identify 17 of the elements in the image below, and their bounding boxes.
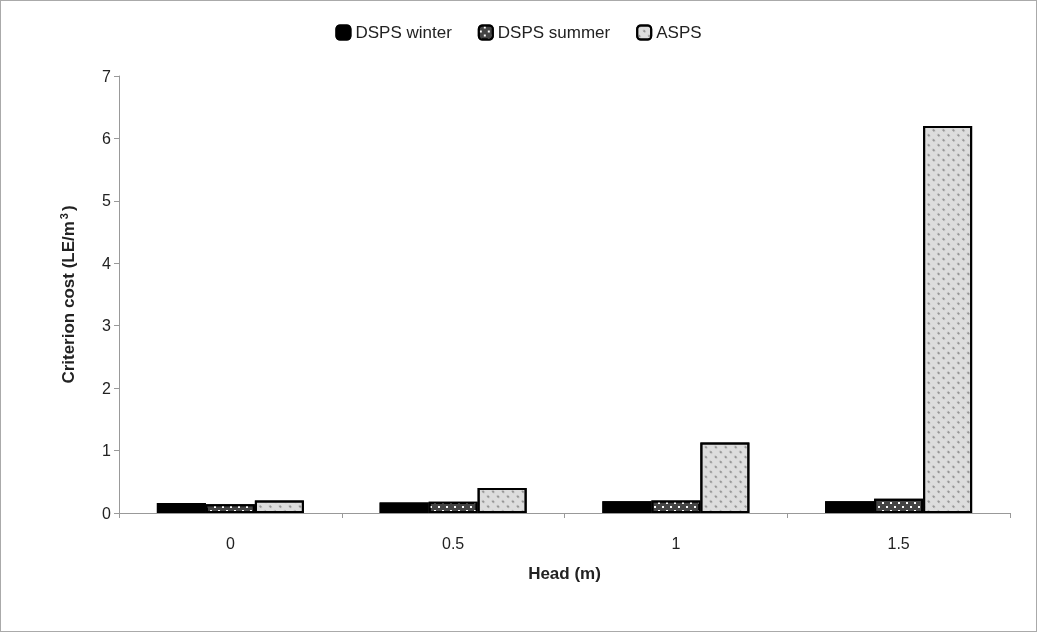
x-tick-label: 1.5 (887, 534, 910, 552)
y-tick-label: 0 (102, 504, 112, 522)
y-tick-label: 1 (102, 442, 112, 460)
y-axis-title: Criterion cost (LE/m3) (57, 205, 78, 384)
x-tick-label: 0.5 (442, 534, 465, 552)
legend-label: DSPS winter (355, 23, 453, 42)
y-tick-label: 2 (102, 379, 112, 397)
y-tick-label: 5 (102, 192, 112, 210)
y-tick-label: 3 (102, 317, 112, 335)
x-tick-label: 1 (671, 534, 681, 552)
y-tick-label: 4 (102, 254, 112, 272)
x-tick-label: 0 (225, 534, 235, 552)
y-tick-label: 7 (102, 67, 112, 85)
x-axis-title: Head (m) (528, 564, 601, 583)
y-tick-label: 6 (102, 129, 112, 147)
legend-label: ASPS (656, 23, 702, 42)
legend-label: DSPS summer (497, 23, 611, 42)
